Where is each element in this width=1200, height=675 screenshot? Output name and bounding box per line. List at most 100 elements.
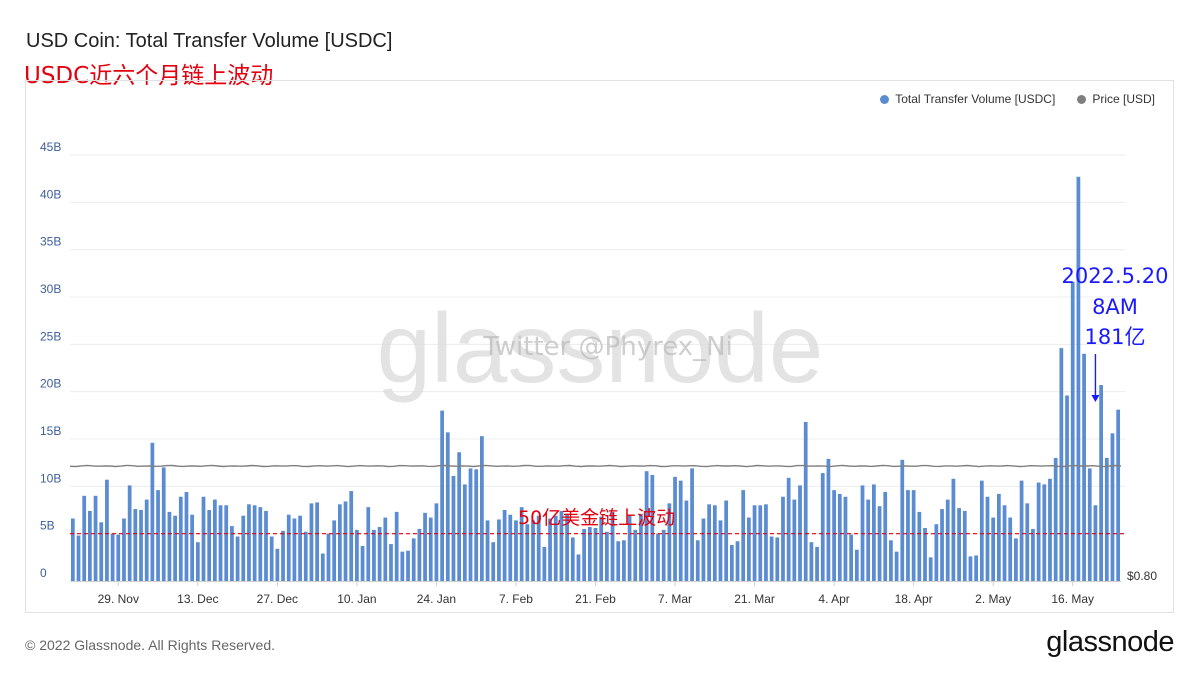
volume-bar (286, 514, 291, 581)
volume-bar (1093, 505, 1098, 581)
volume-bar (326, 533, 331, 581)
volume-bar (576, 554, 581, 581)
volume-bar (1031, 528, 1035, 581)
legend-label-volume: Total Transfer Volume [USDC] (895, 92, 1056, 106)
volume-bar (553, 515, 558, 581)
volume-bar (1076, 176, 1081, 581)
volume-bar (923, 527, 927, 581)
volume-bar (184, 492, 189, 581)
x-tick-label: 7. Mar (658, 592, 692, 606)
volume-bar (622, 540, 626, 581)
volume-bar (911, 490, 916, 581)
volume-bar (457, 452, 462, 581)
legend-item-price[interactable]: Price [USD] (1077, 92, 1155, 106)
volume-bar (349, 491, 354, 581)
volume-bar (962, 510, 967, 581)
volume-bar (514, 520, 518, 581)
x-tick-label: 7. Feb (499, 592, 533, 606)
x-tick-label: 24. Jan (417, 592, 456, 606)
volume-bar (1025, 503, 1030, 581)
callout-text: 181亿 (1084, 325, 1145, 349)
y-tick-label: 25B (40, 329, 61, 343)
volume-bar (1116, 409, 1121, 581)
volume-bar (866, 499, 871, 581)
volume-bar (502, 510, 507, 581)
volume-bar (519, 507, 524, 581)
volume-bar (360, 545, 365, 581)
volume-bar (769, 536, 774, 581)
volume-bar (462, 484, 467, 581)
volume-bar (440, 410, 444, 581)
watermark-credit: Twitter @Phyrex_Ni (482, 332, 733, 362)
volume-bar (1099, 385, 1103, 581)
price-axis-label: $0.80 (1127, 569, 1157, 583)
volume-bar (1070, 281, 1075, 581)
volume-bar (531, 520, 535, 581)
volume-bar (474, 469, 479, 581)
volume-bar (917, 511, 922, 581)
volume-bar (849, 534, 854, 581)
volume-bar (843, 496, 848, 581)
chart-legend: Total Transfer Volume [USDC] Price [USD] (880, 92, 1155, 106)
volume-bar (979, 480, 984, 581)
volume-bar (1087, 468, 1092, 581)
volume-bar (599, 516, 604, 581)
volume-bar (400, 551, 405, 581)
volume-bar (758, 505, 763, 581)
volume-bar (508, 514, 513, 581)
volume-bar (218, 505, 223, 581)
volume-bar (661, 529, 666, 581)
volume-bar (775, 537, 780, 581)
chart-subtitle: USDC近六个月链上波动 (24, 63, 274, 89)
volume-bar (389, 544, 393, 581)
legend-label-price: Price [USD] (1092, 92, 1155, 106)
volume-bar (684, 500, 689, 581)
volume-bar (161, 467, 166, 581)
x-tick-label: 16. May (1051, 592, 1094, 606)
volume-bar (332, 520, 337, 581)
volume-bar (872, 484, 876, 581)
legend-item-volume[interactable]: Total Transfer Volume [USDC] (880, 92, 1055, 106)
volume-bar (729, 545, 734, 581)
volume-bar (587, 527, 592, 581)
volume-bar (639, 513, 643, 581)
x-tick-label: 21. Mar (734, 592, 775, 606)
volume-bar (747, 517, 751, 581)
volume-bar (701, 518, 706, 581)
volume-bar (292, 518, 297, 581)
volume-bar (877, 506, 882, 581)
volume-bar (1042, 484, 1047, 581)
volume-bar (695, 540, 700, 581)
chart-title: USD Coin: Total Transfer Volume [USDC] (26, 30, 393, 52)
volume-bar (735, 541, 740, 581)
axes: 0 5B 10B 15B 20B 25B 30B 35B 40B 45B $0.80 29. Nov 1… (40, 140, 1157, 606)
volume-bar (1014, 538, 1018, 581)
volume-bar (633, 529, 638, 581)
volume-bar (337, 504, 342, 581)
volume-bar (70, 518, 75, 581)
y-tick-label: 45B (40, 140, 61, 154)
glassnode-logo[interactable]: glassnode (1046, 626, 1174, 658)
volume-bar (826, 458, 831, 581)
volume-bar (934, 524, 939, 581)
threshold-label: 50亿美金链上波动 (518, 507, 675, 529)
volume-bar (945, 499, 950, 581)
volume-bar (1104, 457, 1109, 581)
volume-bar (480, 436, 484, 581)
volume-bar (417, 528, 422, 581)
volume-bar (940, 509, 944, 581)
volume-bar (247, 504, 251, 581)
watermark: glassnode Twitter @Phyrex_Ni (377, 293, 824, 403)
volume-bar (1019, 480, 1024, 581)
volume-bar (224, 505, 229, 581)
y-tick-label: 35B (40, 235, 61, 249)
volume-bar (366, 507, 371, 581)
volume-bar (195, 542, 200, 581)
volume-bar (150, 442, 155, 581)
volume-bar (690, 468, 694, 581)
volume-bar (906, 490, 910, 581)
volume-bar (1059, 348, 1064, 581)
volume-bar (570, 537, 575, 581)
volume-bar (610, 511, 615, 581)
